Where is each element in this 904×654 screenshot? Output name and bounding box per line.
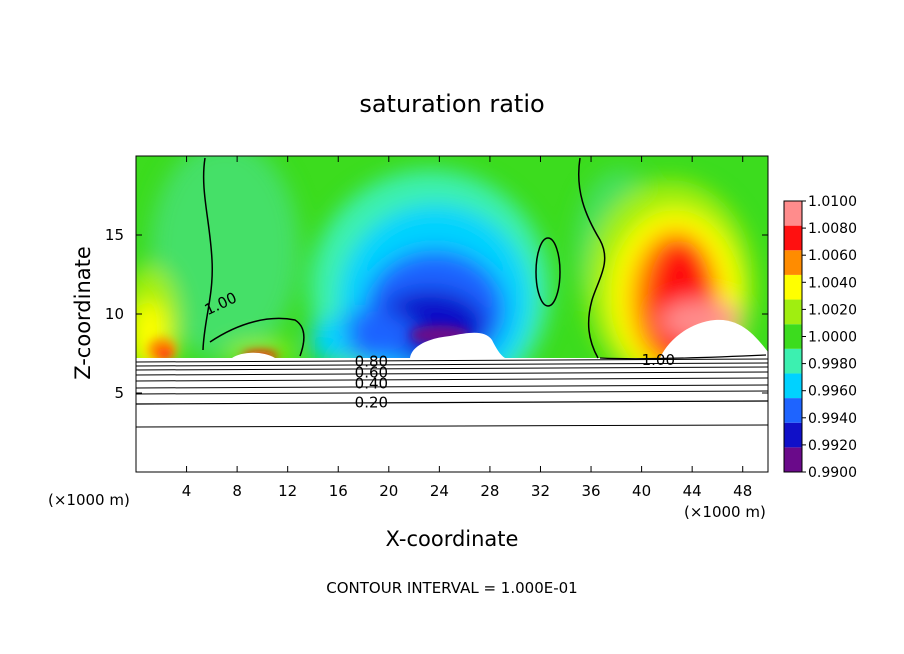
contour-label: 0.80 [355,352,388,370]
colorbar-swatch [784,201,802,226]
x-tick-label: 16 [329,482,348,500]
chart-title: saturation ratio [359,90,544,118]
contour-label: 0.20 [355,393,388,411]
colorbar-swatch [784,324,802,349]
colorbar-label: 0.9960 [808,384,857,400]
x-tick-label: 4 [182,482,192,500]
x-tick-label: 28 [480,482,499,500]
x-tick-label: 12 [278,482,297,500]
contour-label: 1.00 [642,351,675,369]
colorbar-label: 0.9940 [808,411,857,427]
x-tick-label: 40 [632,482,651,500]
y-axis: 5 10 15 [105,226,768,402]
colorbar-label: 1.0060 [808,248,857,264]
contour-labels: 1.001.000.800.600.400.20 [202,289,675,412]
colorbar-swatch [784,274,802,300]
colorbar-swatch [784,447,802,472]
colorbar-swatch [784,225,802,251]
contour-interval-note: CONTOUR INTERVAL = 1.000E-01 [326,579,577,597]
y-tick-label: 10 [105,305,124,323]
colorbar-swatch [784,299,802,325]
x-tick-label: 44 [683,482,702,500]
x-tick-label: 48 [733,482,752,500]
colorbar-label: 0.9920 [808,438,857,454]
y-tick-label: 5 [114,384,124,402]
y-axis-label: Z-coordinate [71,246,95,380]
colorbar-label: 1.0020 [808,302,857,318]
colorbar-label: 1.0040 [808,275,857,291]
colorbar-swatch [784,348,802,374]
contour-label: 0.60 [355,363,388,381]
y-tick-label: 15 [105,226,124,244]
x-tick-label: 20 [379,482,398,500]
x-axis-label: X-coordinate [386,527,519,551]
x-tick-label: 8 [232,482,242,500]
colorbar-swatch [784,422,802,448]
saturation-field [136,156,768,410]
colorbar-label: 0.9900 [808,465,857,481]
contour-label: 0.40 [355,375,388,393]
contour-lines [136,157,768,428]
x-axis: 4 8 12 16 20 24 28 32 36 40 44 48 [182,156,752,500]
colorbar: 0.9900 0.9920 0.9940 0.9960 0.9980 1.0000 1.00… [783,194,857,481]
colorbar-label: 1.0100 [808,194,857,210]
x-unit-right: (×1000 m) [684,503,766,521]
colorbar-label: 1.0000 [808,330,857,346]
colorbar-swatch [784,398,802,423]
colorbar-swatch [784,250,802,275]
colorbar-swatch [784,373,802,399]
colorbar-label: 0.9980 [808,357,857,373]
x-tick-label: 24 [430,482,449,500]
x-unit-left: (×1000 m) [48,491,130,509]
x-tick-label: 32 [531,482,550,500]
colorbar-label: 1.0080 [808,221,857,237]
x-tick-label: 36 [581,482,600,500]
